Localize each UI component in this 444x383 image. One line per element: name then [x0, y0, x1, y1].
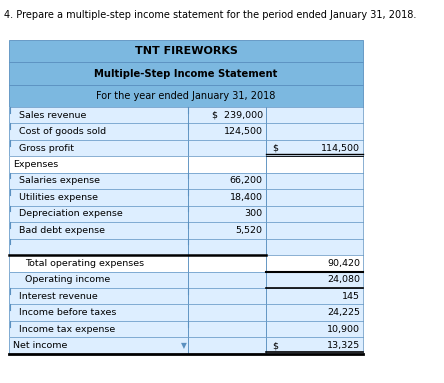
Bar — [188, 239, 266, 255]
Text: Bad debt expense: Bad debt expense — [19, 226, 105, 235]
Text: Cost of goods sold: Cost of goods sold — [19, 127, 106, 136]
Text: $  239,000: $ 239,000 — [212, 111, 263, 119]
Bar — [9, 123, 188, 140]
Text: 114,500: 114,500 — [321, 144, 360, 152]
Bar — [9, 40, 363, 62]
Text: Net income: Net income — [13, 341, 67, 350]
Bar — [188, 173, 266, 189]
Text: Income before taxes: Income before taxes — [19, 308, 116, 317]
Bar — [188, 255, 266, 272]
Text: Total operating expenses: Total operating expenses — [25, 259, 144, 268]
Bar — [188, 321, 266, 337]
Bar — [188, 156, 266, 173]
Bar — [9, 337, 188, 354]
Bar — [9, 189, 188, 206]
Text: 66,200: 66,200 — [230, 177, 263, 185]
Text: Income tax expense: Income tax expense — [19, 325, 115, 334]
Bar — [266, 255, 363, 272]
Text: For the year ended January 31, 2018: For the year ended January 31, 2018 — [96, 91, 276, 101]
Bar — [188, 304, 266, 321]
Bar — [266, 173, 363, 189]
Text: Depreciation expense: Depreciation expense — [19, 210, 123, 218]
Bar — [266, 288, 363, 304]
Bar — [9, 304, 188, 321]
Bar — [266, 156, 363, 173]
Bar — [9, 123, 363, 140]
Text: 4. Prepare a multiple-step income statement for the period ended January 31, 201: 4. Prepare a multiple-step income statem… — [4, 10, 416, 20]
Bar — [9, 140, 363, 156]
Bar — [9, 337, 363, 354]
Bar — [266, 222, 363, 239]
Text: $: $ — [273, 341, 278, 350]
Bar — [188, 272, 266, 288]
Text: TNT FIREWORKS: TNT FIREWORKS — [135, 46, 238, 56]
Bar — [9, 107, 363, 123]
Bar — [266, 206, 363, 222]
Bar — [9, 272, 363, 288]
Bar — [9, 173, 363, 189]
Text: 24,080: 24,080 — [327, 275, 360, 284]
Bar — [9, 189, 363, 206]
Bar — [188, 288, 266, 304]
Bar — [9, 288, 188, 304]
Bar — [188, 140, 266, 156]
Bar — [9, 206, 363, 222]
Bar — [9, 107, 188, 123]
Text: 145: 145 — [342, 292, 360, 301]
Bar — [9, 255, 188, 272]
Bar — [188, 206, 266, 222]
Bar — [266, 337, 363, 354]
Bar — [9, 239, 188, 255]
Bar — [9, 156, 188, 173]
Bar — [188, 189, 266, 206]
Text: 90,420: 90,420 — [327, 259, 360, 268]
Bar — [9, 173, 188, 189]
Text: Expenses: Expenses — [13, 160, 58, 169]
Bar — [188, 337, 266, 354]
Text: 300: 300 — [245, 210, 263, 218]
Text: 24,225: 24,225 — [327, 308, 360, 317]
Bar — [9, 156, 363, 173]
Text: Utilities expense: Utilities expense — [19, 193, 98, 202]
Bar — [266, 321, 363, 337]
Text: 18,400: 18,400 — [230, 193, 263, 202]
Bar — [9, 321, 188, 337]
Bar — [188, 123, 266, 140]
Text: ▼: ▼ — [181, 341, 186, 350]
Bar — [9, 304, 363, 321]
Bar — [266, 189, 363, 206]
Bar — [9, 321, 363, 337]
Bar — [9, 272, 188, 288]
Text: Salaries expense: Salaries expense — [19, 177, 100, 185]
Bar — [266, 304, 363, 321]
Bar — [266, 239, 363, 255]
Text: Interest revenue: Interest revenue — [19, 292, 98, 301]
Bar — [9, 62, 363, 85]
Bar — [9, 206, 188, 222]
Bar — [266, 272, 363, 288]
Bar — [9, 288, 363, 304]
Bar — [9, 85, 363, 107]
Bar — [9, 239, 363, 255]
Bar — [266, 107, 363, 123]
Text: 5,520: 5,520 — [236, 226, 263, 235]
Text: $: $ — [273, 144, 278, 152]
Text: Multiple-Step Income Statement: Multiple-Step Income Statement — [95, 69, 278, 79]
Text: Sales revenue: Sales revenue — [19, 111, 87, 119]
Bar — [266, 123, 363, 140]
Bar — [9, 222, 363, 239]
Bar — [266, 140, 363, 156]
Bar — [9, 140, 188, 156]
Text: Gross profit: Gross profit — [19, 144, 74, 152]
Text: 124,500: 124,500 — [224, 127, 263, 136]
Text: 10,900: 10,900 — [327, 325, 360, 334]
Bar — [188, 222, 266, 239]
Bar — [188, 107, 266, 123]
Text: Operating income: Operating income — [25, 275, 110, 284]
Text: 13,325: 13,325 — [327, 341, 360, 350]
Bar — [9, 222, 188, 239]
Bar — [9, 255, 363, 272]
